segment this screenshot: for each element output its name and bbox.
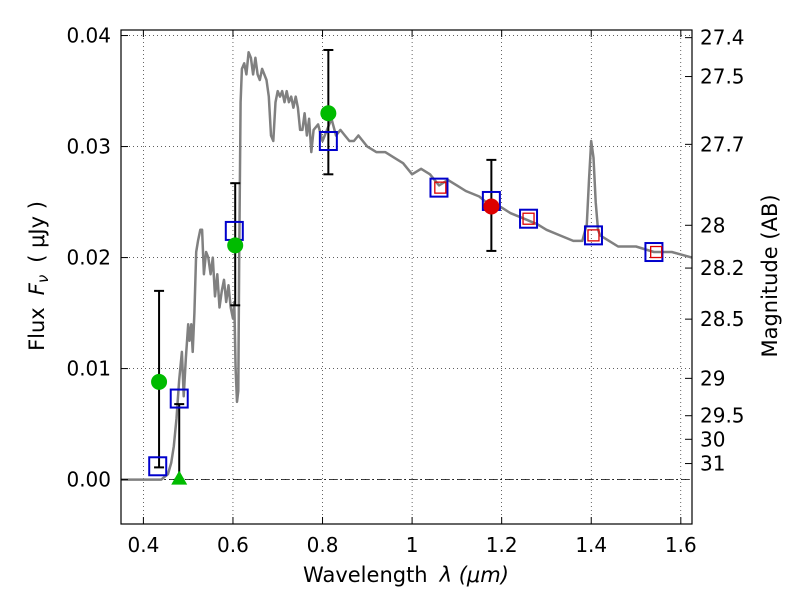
model-square-marker	[583, 225, 603, 246]
y-tick-label: 0.02	[66, 246, 111, 270]
ir-square-marker	[650, 245, 663, 259]
model-square-marker	[318, 131, 338, 152]
x-tick-label: 0.8	[307, 533, 339, 557]
ir-square-marker	[587, 229, 600, 242]
marker-layer	[148, 105, 664, 485]
model-square-marker	[429, 177, 449, 198]
x-tick-label: 0.6	[217, 533, 249, 557]
detection-marker	[151, 373, 168, 390]
ir-square-marker	[434, 181, 447, 194]
model-square-marker	[644, 242, 664, 263]
spectrum-line	[121, 50, 693, 481]
y-tick-label: 0.03	[66, 135, 111, 159]
ir-square-marker	[522, 212, 535, 225]
y-tick-label: 0.04	[66, 24, 111, 48]
x-axis-label: Wavelength λ (μm)	[303, 563, 509, 587]
mag-tick-label: 27.5	[700, 65, 745, 89]
mag-tick-label: 27.4	[700, 26, 745, 50]
model-square-marker	[519, 208, 539, 229]
y2-axis-label: Magnitude (AB)	[758, 194, 782, 357]
mag-tick-label: 31	[700, 452, 725, 476]
model-square-marker	[148, 456, 168, 477]
y-tick-labels: 0.00 0.01 0.02 0.03 0.04	[66, 24, 111, 492]
mag-tick-label: 29	[700, 366, 725, 390]
plot-frame	[120, 29, 693, 525]
x-tick-label: 0.4	[127, 533, 159, 557]
x-tick-labels: 0.4 0.6 0.8 1 1.2 1.4 1.6	[127, 533, 696, 557]
detection-marker	[227, 237, 244, 254]
spectrum-layer	[121, 50, 693, 481]
mag-tick-label: 28.2	[700, 256, 745, 280]
grid	[121, 30, 692, 524]
x-tick-label: 1.2	[486, 533, 518, 557]
mag-tick-label: 28.5	[700, 307, 745, 331]
tick-marks	[121, 30, 692, 524]
y-axis-label: FluxFν( μJy )	[25, 201, 52, 351]
mag-tick-label: 30	[700, 427, 725, 451]
mag-tick-label: 27.7	[700, 132, 745, 156]
detection-marker	[320, 105, 337, 122]
mag-tick-label: 28	[700, 213, 725, 237]
y-tick-label: 0.00	[66, 468, 111, 492]
y-tick-label: 0.01	[66, 357, 111, 381]
upper-limit-marker	[171, 470, 188, 485]
x-tick-label: 1	[406, 533, 419, 557]
mag-tick-label: 29.5	[700, 404, 745, 428]
detection-marker	[483, 198, 500, 215]
model-square-marker	[169, 388, 189, 409]
x-tick-label: 1.6	[665, 533, 697, 557]
x-tick-label: 1.4	[575, 533, 607, 557]
